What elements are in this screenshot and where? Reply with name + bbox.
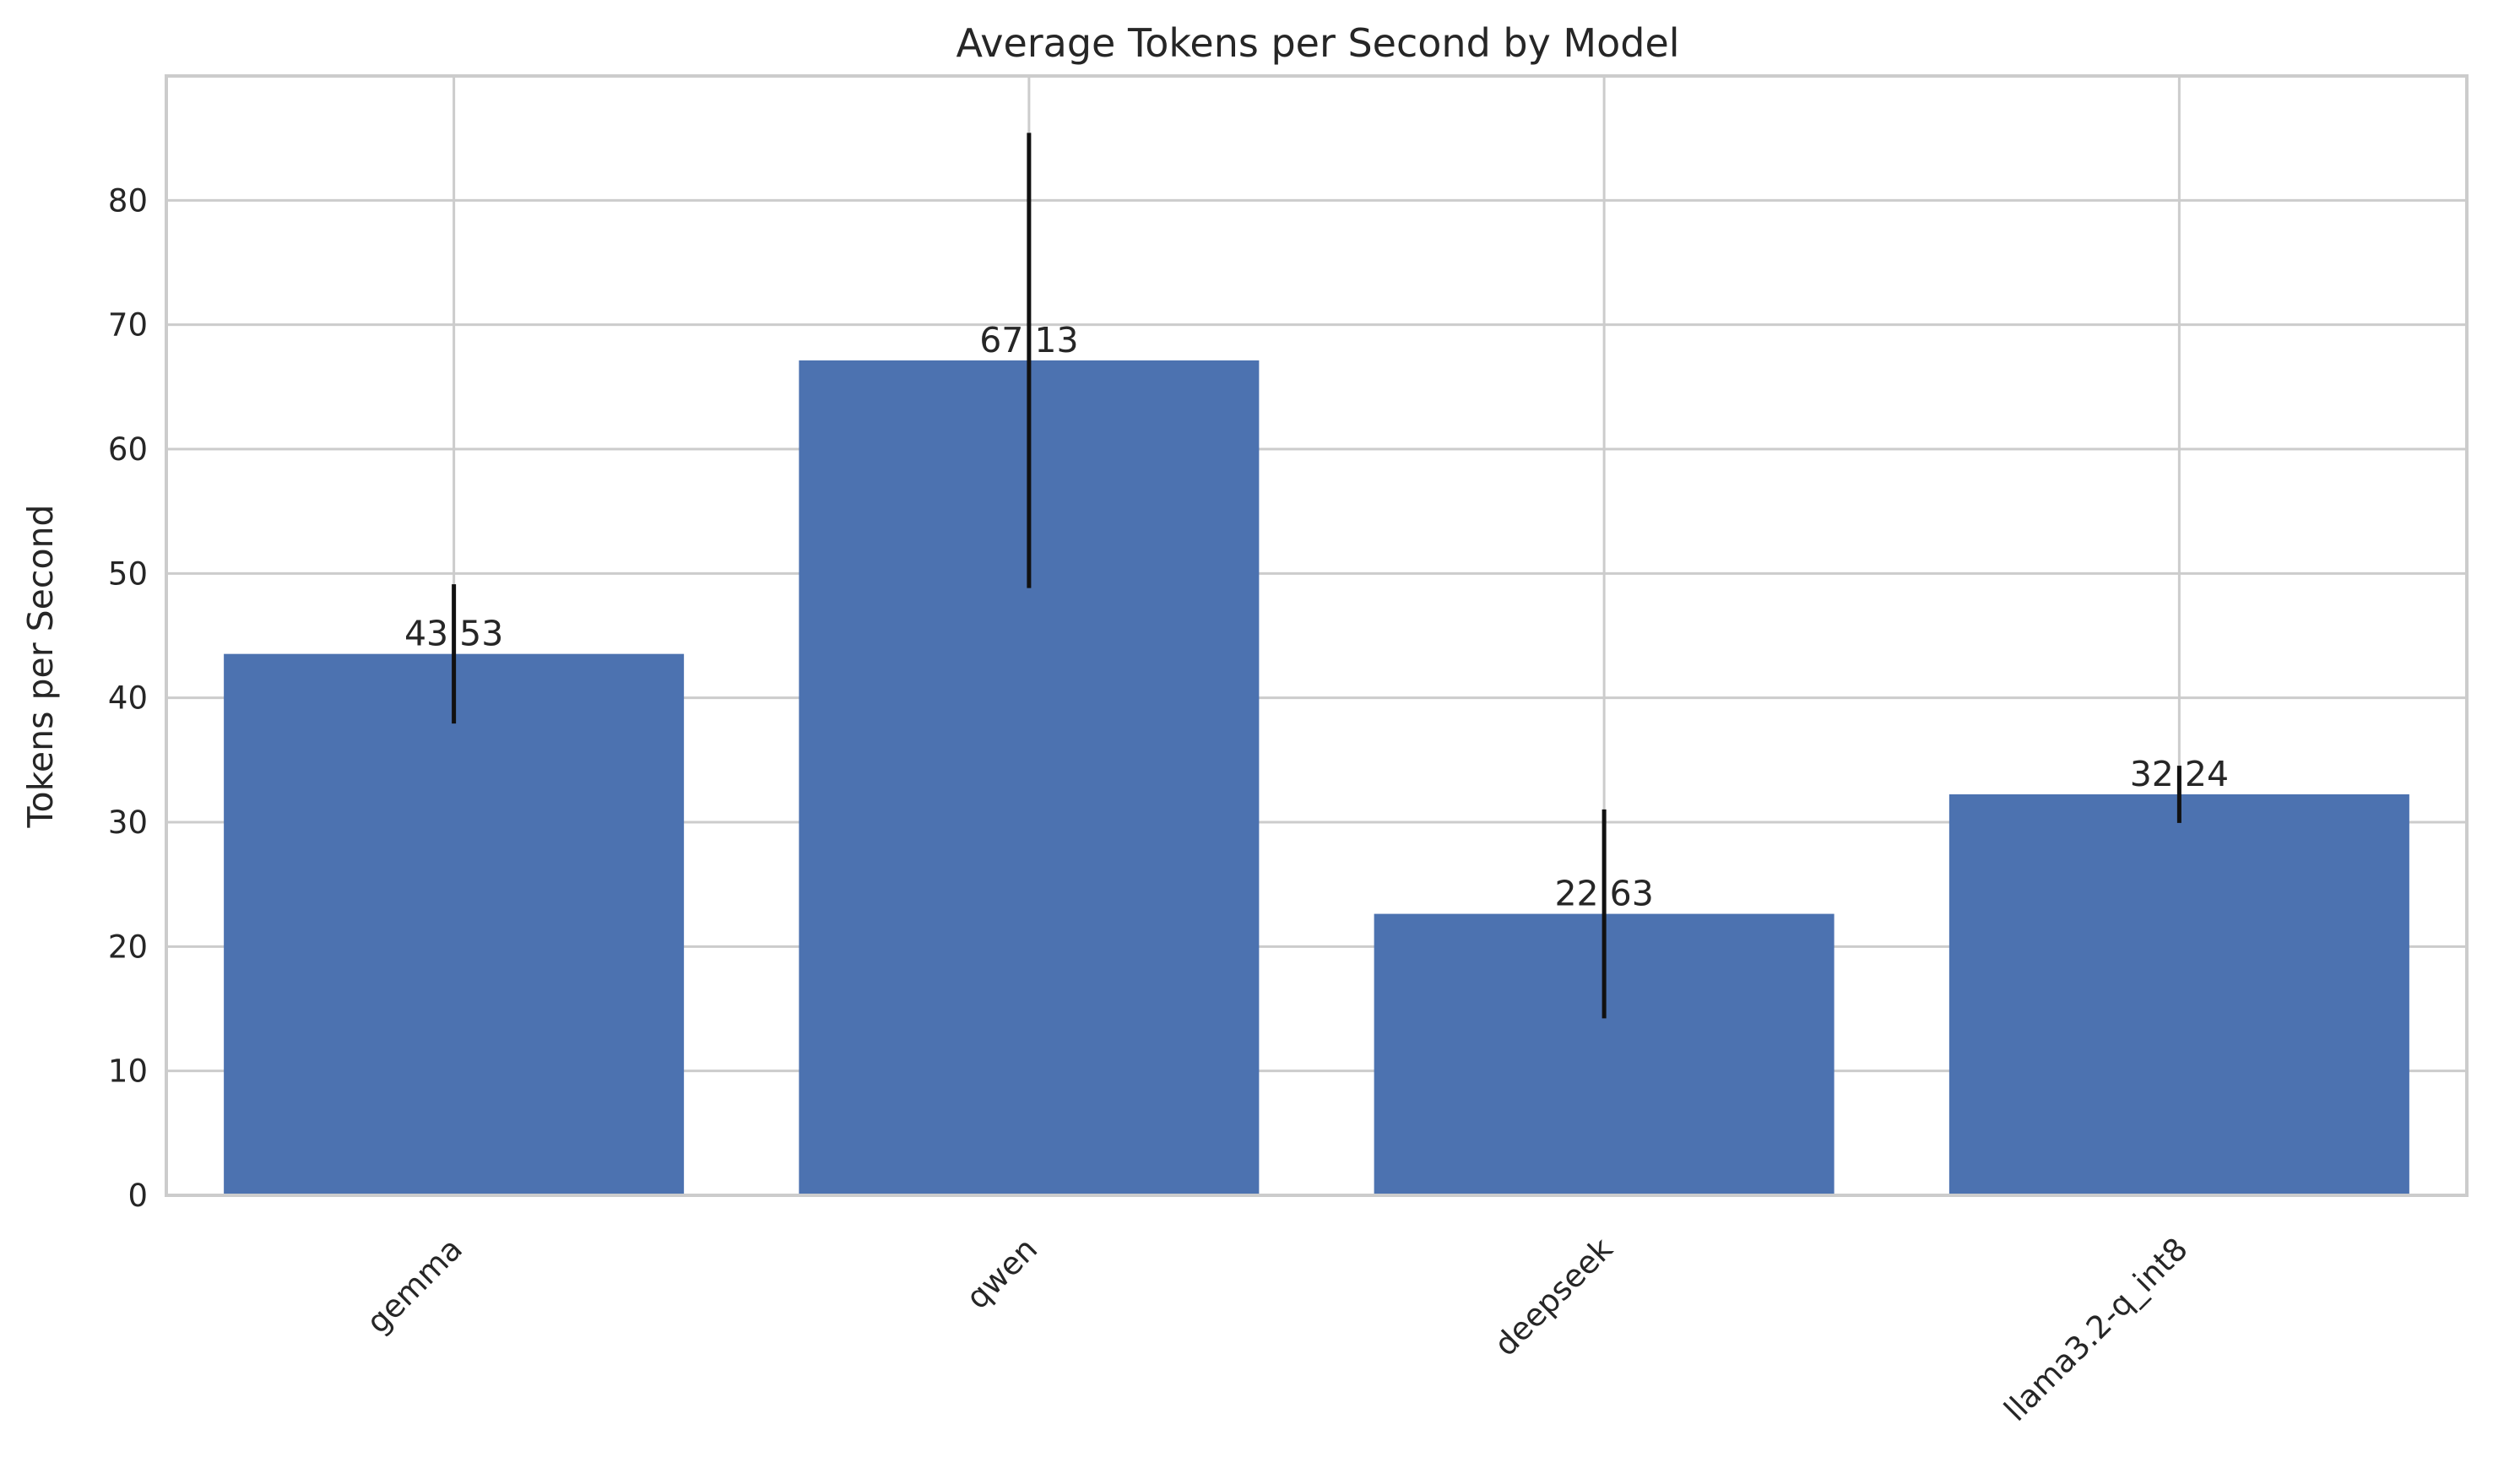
y-tick-label: 60: [108, 431, 148, 468]
y-tick-label: 50: [108, 555, 148, 592]
y-axis-label: Tokens per Second: [20, 504, 61, 828]
y-tick-label: 10: [108, 1053, 148, 1090]
y-tick-label: 70: [108, 307, 148, 344]
chart-title: Average Tokens per Second by Model: [956, 20, 1679, 66]
y-tick-label: 20: [108, 929, 148, 965]
y-tick-label: 40: [108, 680, 148, 717]
plot-area: 43.5367.1322.6332.2401020304050607080gem…: [108, 74, 2469, 1428]
bar-gemma: [224, 653, 685, 1195]
axes-frame: [165, 74, 2469, 1197]
y-tick-label: 0: [127, 1178, 148, 1214]
y-tick-label: 80: [108, 182, 148, 219]
y-tick-label: 30: [108, 804, 148, 841]
bar-llama3.2-q_int8: [1948, 793, 2409, 1195]
